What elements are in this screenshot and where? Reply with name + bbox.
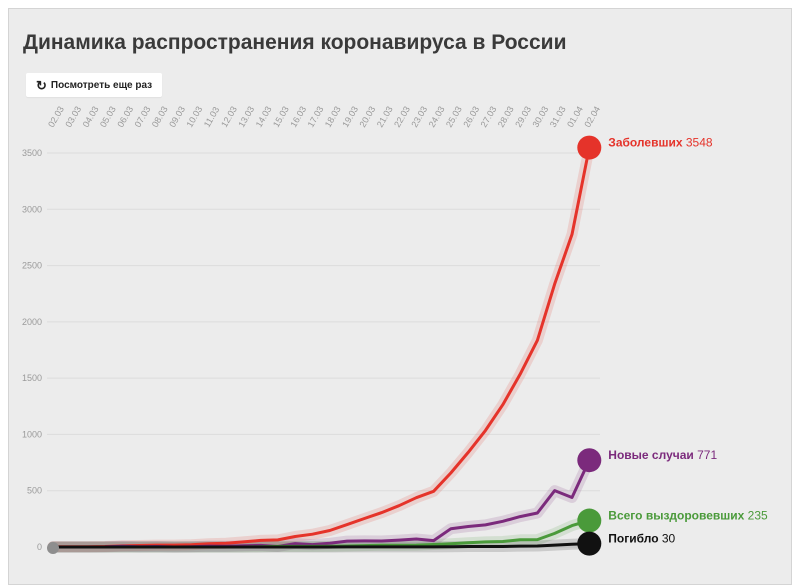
series-label-name: Заболевших [608,136,686,150]
y-tick-label: 0 [37,542,42,552]
x-tick-label: 30.03 [530,104,550,129]
x-tick-label: 29.03 [513,104,533,129]
x-tick-label: 28.03 [496,104,516,129]
x-tick-label: 04.03 [81,104,101,129]
x-tick-label: 05.03 [98,104,118,129]
x-tick-label: 26.03 [461,104,481,129]
replay-button[interactable]: ↻ Посмотреть еще раз [26,73,163,97]
end-point [577,531,602,556]
series-label: Заболевших 3548 [608,136,713,150]
series-line [51,146,591,549]
x-tick-label: 02.04 [582,104,602,129]
x-tick-label: 31.03 [548,104,568,129]
y-tick-label: 3500 [22,148,42,158]
y-tick-label: 1500 [22,373,42,383]
x-tick-label: 15.03 [271,104,291,129]
x-tick-label: 08.03 [150,104,170,129]
x-tick-label: 11.03 [202,105,222,129]
y-tick-label: 3000 [22,204,42,214]
series-label-name: Погибло [608,532,662,546]
x-tick-label: 09.03 [167,104,187,129]
end-point [577,448,602,473]
y-tick-label: 2000 [22,317,42,327]
series-label: Всего выздоровевших 235 [608,509,768,523]
series-label: Новые случаи 771 [608,448,717,462]
x-tick-label: 12.03 [219,104,239,129]
x-tick-label: 07.03 [133,104,153,129]
replay-button-label: Посмотреть еще раз [50,79,153,91]
replay-icon: ↻ [36,77,47,93]
y-tick-label: 1000 [22,429,42,439]
start-point [47,542,59,554]
x-tick-label: 20.03 [357,104,377,129]
chart-container: Динамика распространения коронавируса в … [8,8,792,585]
series-label-value: 771 [697,448,717,462]
series-label-value: 30 [662,532,676,546]
series-label-value: 235 [748,509,768,523]
x-tick-label: 13.03 [236,104,256,129]
end-point [577,135,602,160]
series-label-name: Новые случаи [608,448,697,462]
chart-title: Динамика распространения коронавируса в … [23,31,567,54]
x-tick-label: 14.03 [254,104,274,129]
x-tick-label: 10.03 [184,104,204,129]
x-tick-label: 03.03 [63,104,83,129]
end-point [577,508,602,533]
x-tick-label: 16.03 [288,104,308,129]
x-tick-label: 25.03 [444,104,464,129]
x-tick-label: 06.03 [115,104,135,129]
x-tick-label: 01.04 [565,104,585,129]
series-label: Погибло 30 [608,532,675,546]
x-tick-label: 18.03 [323,104,343,129]
y-tick-label: 2500 [22,261,42,271]
x-tick-label: 24.03 [427,104,447,129]
x-tick-label: 23.03 [409,104,429,129]
y-tick-label: 500 [27,486,42,496]
x-tick-label: 17.03 [306,104,326,129]
series-halo [47,142,595,553]
x-tick-label: 22.03 [392,104,412,129]
series-line [51,542,591,549]
x-tick-label: 02.03 [46,104,66,129]
x-tick-label: 21.03 [375,104,395,129]
x-tick-label: 19.03 [340,104,360,129]
series-label-value: 3548 [686,136,713,150]
x-tick-label: 27.03 [479,104,499,129]
series-label-name: Всего выздоровевших [608,509,747,523]
